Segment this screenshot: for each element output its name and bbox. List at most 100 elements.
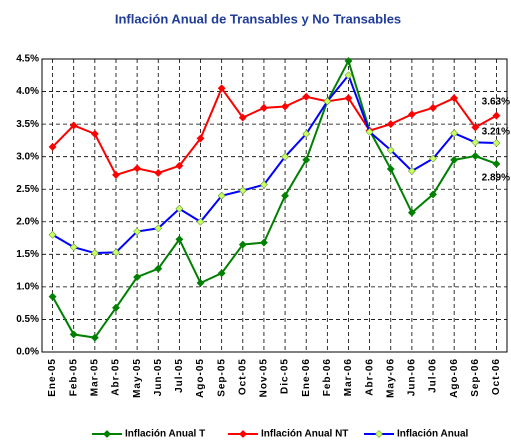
marker [260, 180, 268, 189]
marker [112, 248, 120, 257]
y-tick-label: 1.0% [16, 282, 39, 293]
marker [133, 273, 142, 282]
marker [492, 111, 501, 120]
marker [112, 303, 120, 312]
marker [69, 243, 78, 252]
marker [260, 238, 268, 247]
x-tick-label: May-06 [385, 358, 396, 398]
marker [344, 94, 353, 102]
x-tick-label: Feb-06 [322, 358, 333, 396]
marker [323, 97, 332, 106]
x-tick-label: Ene-05 [47, 358, 58, 397]
legend-marker [103, 430, 111, 438]
y-tick-label: 2.5% [16, 184, 39, 195]
legend-marker [375, 430, 383, 438]
marker [386, 146, 395, 155]
marker [90, 129, 99, 138]
marker [154, 264, 163, 273]
marker [217, 84, 226, 93]
series-line [52, 73, 497, 255]
x-tick-label: Sep-05 [216, 358, 227, 397]
marker [133, 227, 142, 236]
x-tick-label: Sep-06 [470, 358, 481, 397]
marker [175, 161, 184, 170]
marker [450, 155, 459, 164]
marker [48, 292, 57, 301]
marker [69, 330, 78, 339]
marker [302, 92, 311, 101]
marker [365, 127, 374, 136]
marker [196, 217, 205, 226]
data-label: 3.21% [482, 127, 510, 138]
y-tick-label: 3.5% [16, 119, 39, 130]
marker [281, 152, 289, 161]
marker [492, 159, 501, 168]
marker [175, 235, 184, 244]
marker [154, 224, 163, 233]
marker [196, 279, 205, 287]
marker [133, 164, 142, 173]
marker [407, 110, 416, 119]
x-tick-label: Abr-05 [111, 358, 122, 396]
data-label: 2.89% [482, 172, 510, 183]
series-line [51, 86, 497, 177]
x-tick-label: Dic-05 [280, 358, 291, 394]
x-tick-label: Jul-05 [174, 358, 185, 393]
marker [217, 269, 226, 278]
marker [238, 240, 247, 249]
marker [471, 152, 480, 160]
marker [281, 191, 289, 200]
marker [112, 170, 120, 179]
data-label: 3.63% [482, 96, 510, 107]
marker [429, 103, 437, 112]
y-tick-label: 2.0% [16, 216, 39, 227]
x-tick-label: May-05 [132, 358, 143, 398]
marker [450, 94, 459, 102]
y-tick-label: 0.0% [16, 347, 39, 358]
marker [281, 102, 289, 111]
marker [217, 191, 226, 200]
marker [69, 121, 78, 130]
marker [302, 129, 311, 138]
plot-frame [41, 58, 508, 353]
marker [344, 71, 353, 80]
x-tick-label: Abr-06 [364, 358, 375, 396]
marker [450, 129, 459, 138]
x-tick-label: Ago-06 [449, 358, 460, 398]
legend-label: Inflación Anual NT [261, 429, 348, 440]
x-tick-label: Nov-05 [259, 358, 270, 397]
y-tick-label: 1.5% [16, 249, 39, 260]
marker [407, 208, 416, 217]
y-tick-label: 0.5% [16, 314, 39, 325]
marker [302, 155, 311, 164]
marker [429, 190, 437, 199]
legend-marker [239, 430, 247, 438]
x-tick-label: Ene-06 [301, 358, 312, 397]
marker [90, 333, 99, 342]
legend-label: Inflación Anual T [125, 429, 205, 440]
x-tick-label: Mar-05 [89, 358, 100, 396]
marker [471, 138, 480, 147]
y-tick-label: 3.0% [16, 151, 39, 162]
marker [48, 230, 57, 239]
x-tick-label: Oct-05 [237, 358, 248, 395]
x-tick-label: Jun-05 [153, 358, 164, 396]
chart-title: Inflación Anual de Transables y No Trans… [115, 11, 401, 26]
marker [154, 169, 163, 177]
marker [429, 154, 437, 163]
marker [386, 120, 395, 129]
marker [238, 113, 247, 122]
x-tick-label: Jul-06 [428, 358, 439, 393]
x-tick-label: Feb-05 [68, 358, 79, 396]
marker [238, 186, 247, 195]
marker [175, 204, 184, 213]
series-line [51, 58, 497, 339]
y-tick-label: 4.0% [16, 86, 39, 97]
marker [196, 134, 205, 143]
marker [386, 165, 395, 173]
x-tick-label: Jun-06 [407, 358, 418, 396]
marker [492, 139, 501, 147]
x-tick-label: Mar-06 [343, 358, 354, 396]
x-tick-label: Ago-05 [195, 358, 206, 398]
